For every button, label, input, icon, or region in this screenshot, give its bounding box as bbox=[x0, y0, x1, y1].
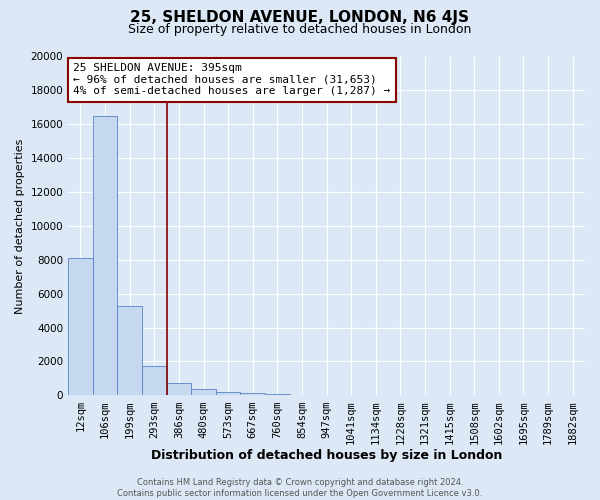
Bar bbox=[142, 366, 167, 396]
Text: Size of property relative to detached houses in London: Size of property relative to detached ho… bbox=[128, 22, 472, 36]
Y-axis label: Number of detached properties: Number of detached properties bbox=[15, 138, 25, 314]
Text: Contains HM Land Registry data © Crown copyright and database right 2024.
Contai: Contains HM Land Registry data © Crown c… bbox=[118, 478, 482, 498]
Bar bbox=[68, 258, 93, 396]
Bar bbox=[265, 394, 290, 396]
Bar bbox=[167, 384, 191, 396]
X-axis label: Distribution of detached houses by size in London: Distribution of detached houses by size … bbox=[151, 450, 502, 462]
Bar bbox=[191, 390, 216, 396]
Bar bbox=[93, 116, 118, 396]
Bar bbox=[241, 393, 265, 396]
Bar bbox=[118, 306, 142, 396]
Text: 25, SHELDON AVENUE, LONDON, N6 4JS: 25, SHELDON AVENUE, LONDON, N6 4JS bbox=[131, 10, 470, 25]
Bar bbox=[216, 392, 241, 396]
Text: 25 SHELDON AVENUE: 395sqm
← 96% of detached houses are smaller (31,653)
4% of se: 25 SHELDON AVENUE: 395sqm ← 96% of detac… bbox=[73, 64, 391, 96]
